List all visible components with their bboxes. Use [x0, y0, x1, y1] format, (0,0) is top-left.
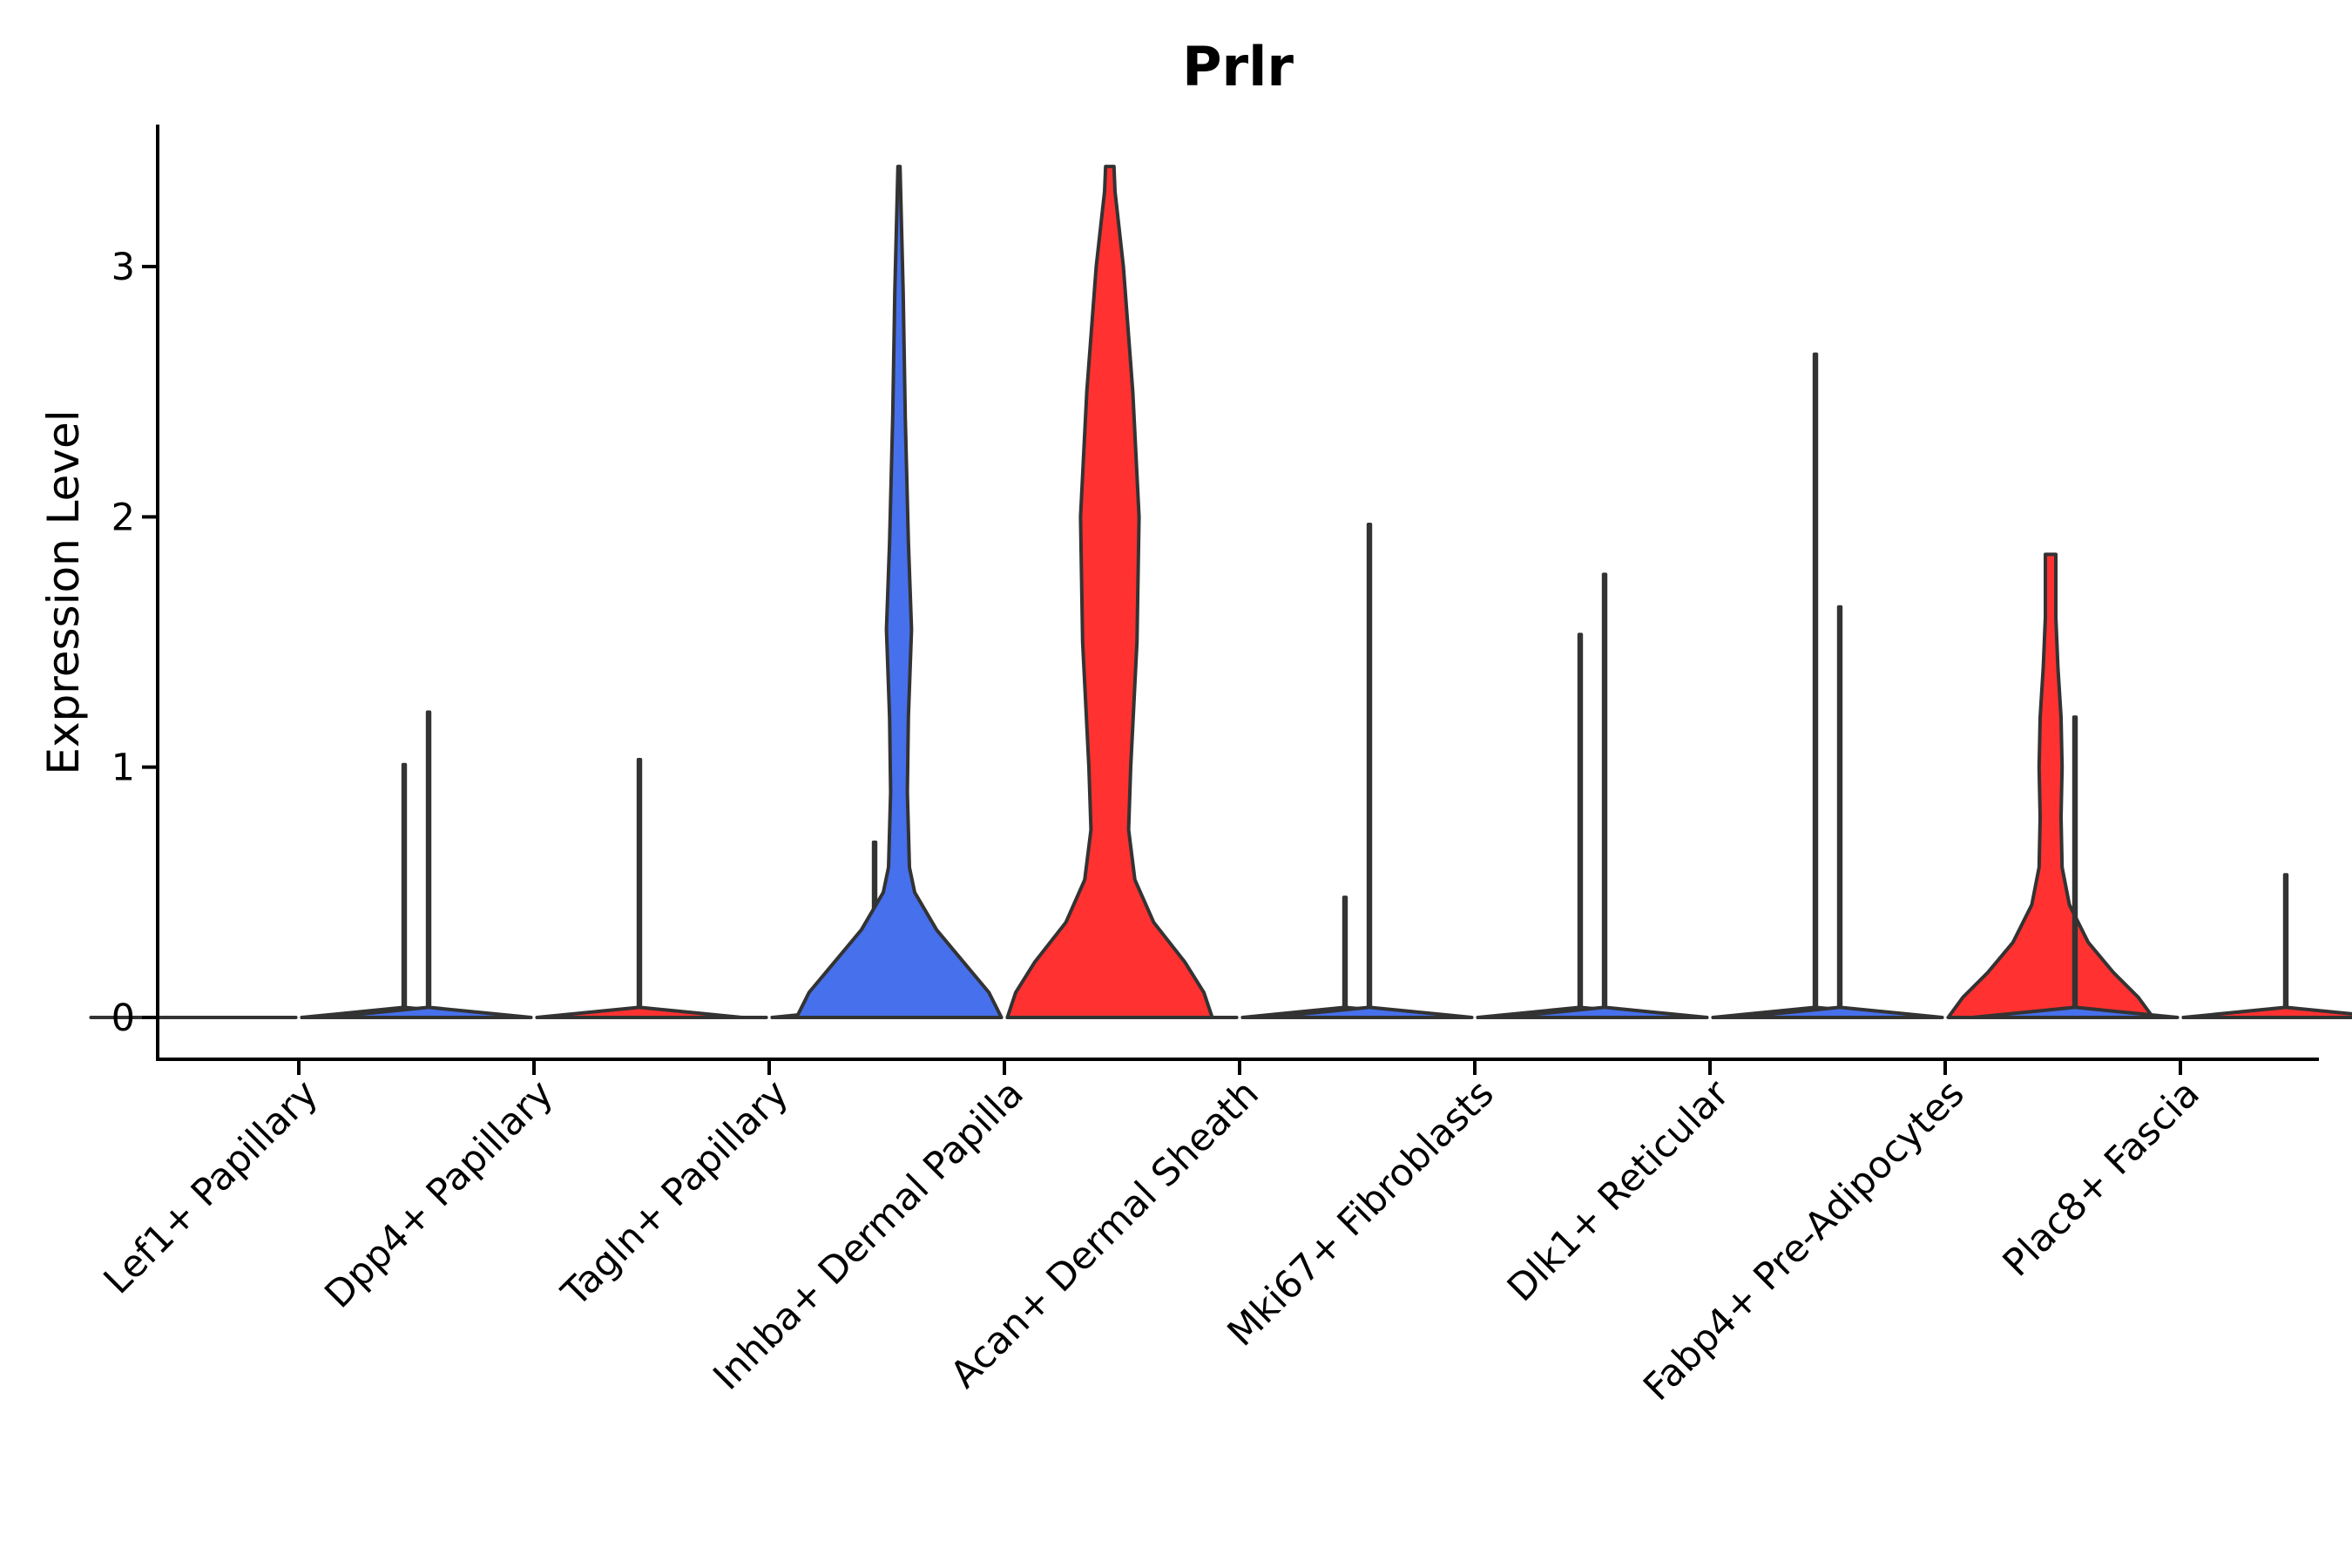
- y-ticks: 0 1 2 3: [112, 246, 158, 1040]
- violin-group1-cat5: [1265, 522, 1474, 1019]
- x-tick-label: Plac8+ Fascia: [1995, 1071, 2208, 1285]
- x-tick-label: Dpp4+ Papillary: [317, 1071, 562, 1316]
- violins-layer: [89, 165, 2352, 1019]
- x-tick-label: Dlk1+ Reticular: [1499, 1071, 1738, 1310]
- x-tick-label: Tagln+ Papillary: [553, 1071, 797, 1315]
- y-tick-label: 2: [112, 496, 135, 539]
- x-tick-label: Mki67+ Fibroblasts: [1220, 1071, 1503, 1355]
- violin-group2-cat6: [1711, 352, 1920, 1019]
- y-tick-label: 1: [112, 747, 135, 790]
- y-axis-label: Expression Level: [38, 409, 89, 774]
- y-tick-label: 3: [112, 246, 135, 289]
- y-tick-label: 0: [112, 997, 135, 1040]
- violin-group2-cat7: [1946, 552, 2155, 1019]
- violin-group2-cat3: [1005, 165, 1214, 1019]
- violin-group2-cat4: [1240, 896, 1450, 1019]
- violin-group1-cat8: [1970, 715, 2180, 1019]
- violin-group1-cat3: [794, 165, 1004, 1019]
- violin-group1-cat7: [1735, 605, 1944, 1019]
- violin-group2-cat1: [535, 758, 744, 1019]
- violin-group2-cat0: [300, 762, 509, 1019]
- violin-group1-cat1: [324, 710, 533, 1019]
- chart-title: Prlr: [1182, 35, 1294, 98]
- violin-group1-cat6: [1500, 572, 1709, 1019]
- x-tick-label: Lef1+ Papillary: [96, 1071, 327, 1302]
- violin-group2-cat5: [1476, 632, 1685, 1019]
- violin-group2-cat8: [2181, 873, 2352, 1019]
